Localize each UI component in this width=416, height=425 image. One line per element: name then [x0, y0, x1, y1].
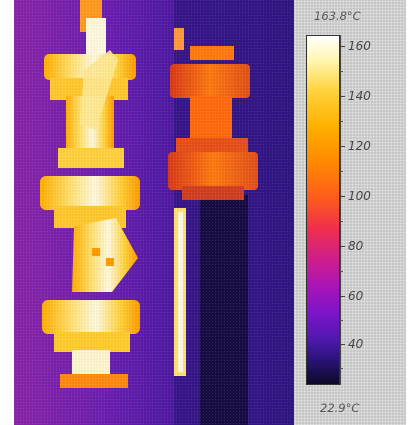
scale-minor-tick — [340, 368, 343, 369]
scale-tick — [340, 344, 345, 345]
scale-tick — [340, 296, 345, 297]
scale-tick — [340, 146, 345, 147]
scale-minor-tick — [340, 71, 343, 72]
scale-tick-label: 60 — [348, 289, 364, 303]
scale-minor-tick — [340, 271, 343, 272]
scale-tick — [340, 246, 345, 247]
scale-tick — [340, 46, 345, 47]
scale-minor-tick — [340, 171, 343, 172]
scale-tick-label: 100 — [348, 189, 371, 203]
scale-minor-tick — [340, 320, 343, 321]
scale-tick-label: 40 — [348, 337, 364, 351]
scale-minor-tick — [340, 221, 343, 222]
scale-tick-label: 80 — [348, 239, 364, 253]
min-temperature-label: 22.9°C — [320, 401, 360, 415]
scale-axis-line — [340, 35, 341, 385]
scale-tick-label: 140 — [348, 89, 371, 103]
thermal-image — [14, 0, 294, 425]
max-temperature-label: 163.8°C — [314, 9, 361, 23]
scale-tick — [340, 196, 345, 197]
scale-tick-label: 120 — [348, 139, 371, 153]
scale-tick — [340, 96, 345, 97]
color-scale-bar — [306, 35, 340, 385]
scale-tick-label: 160 — [348, 39, 371, 53]
temperature-scale-panel: 163.8°C 160 140 120 100 80 60 40 22.9°C — [294, 0, 406, 425]
scale-minor-tick — [340, 121, 343, 122]
